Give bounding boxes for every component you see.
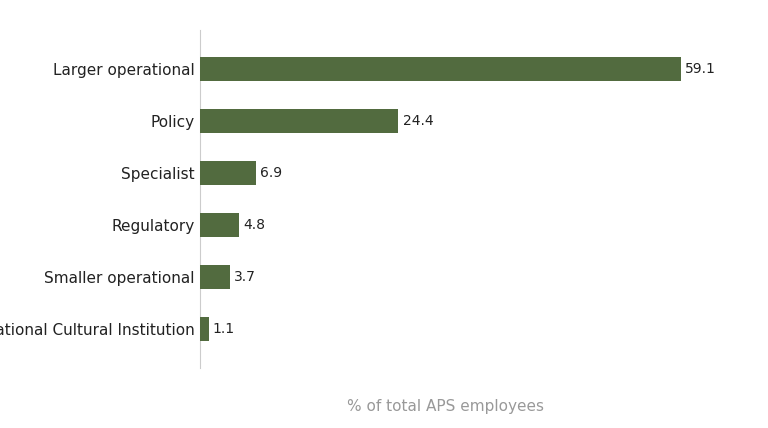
Text: 1.1: 1.1 bbox=[213, 322, 235, 336]
Text: 3.7: 3.7 bbox=[234, 270, 256, 284]
Text: 59.1: 59.1 bbox=[685, 62, 716, 76]
Text: 6.9: 6.9 bbox=[260, 166, 282, 180]
Text: 4.8: 4.8 bbox=[243, 218, 265, 232]
Bar bbox=[200, 57, 681, 80]
Bar bbox=[200, 109, 399, 133]
Bar bbox=[200, 265, 230, 289]
Text: % of total APS employees: % of total APS employees bbox=[347, 399, 544, 414]
Bar bbox=[200, 213, 239, 237]
Text: 24.4: 24.4 bbox=[402, 114, 433, 128]
Bar bbox=[200, 318, 209, 341]
Bar bbox=[200, 161, 256, 185]
